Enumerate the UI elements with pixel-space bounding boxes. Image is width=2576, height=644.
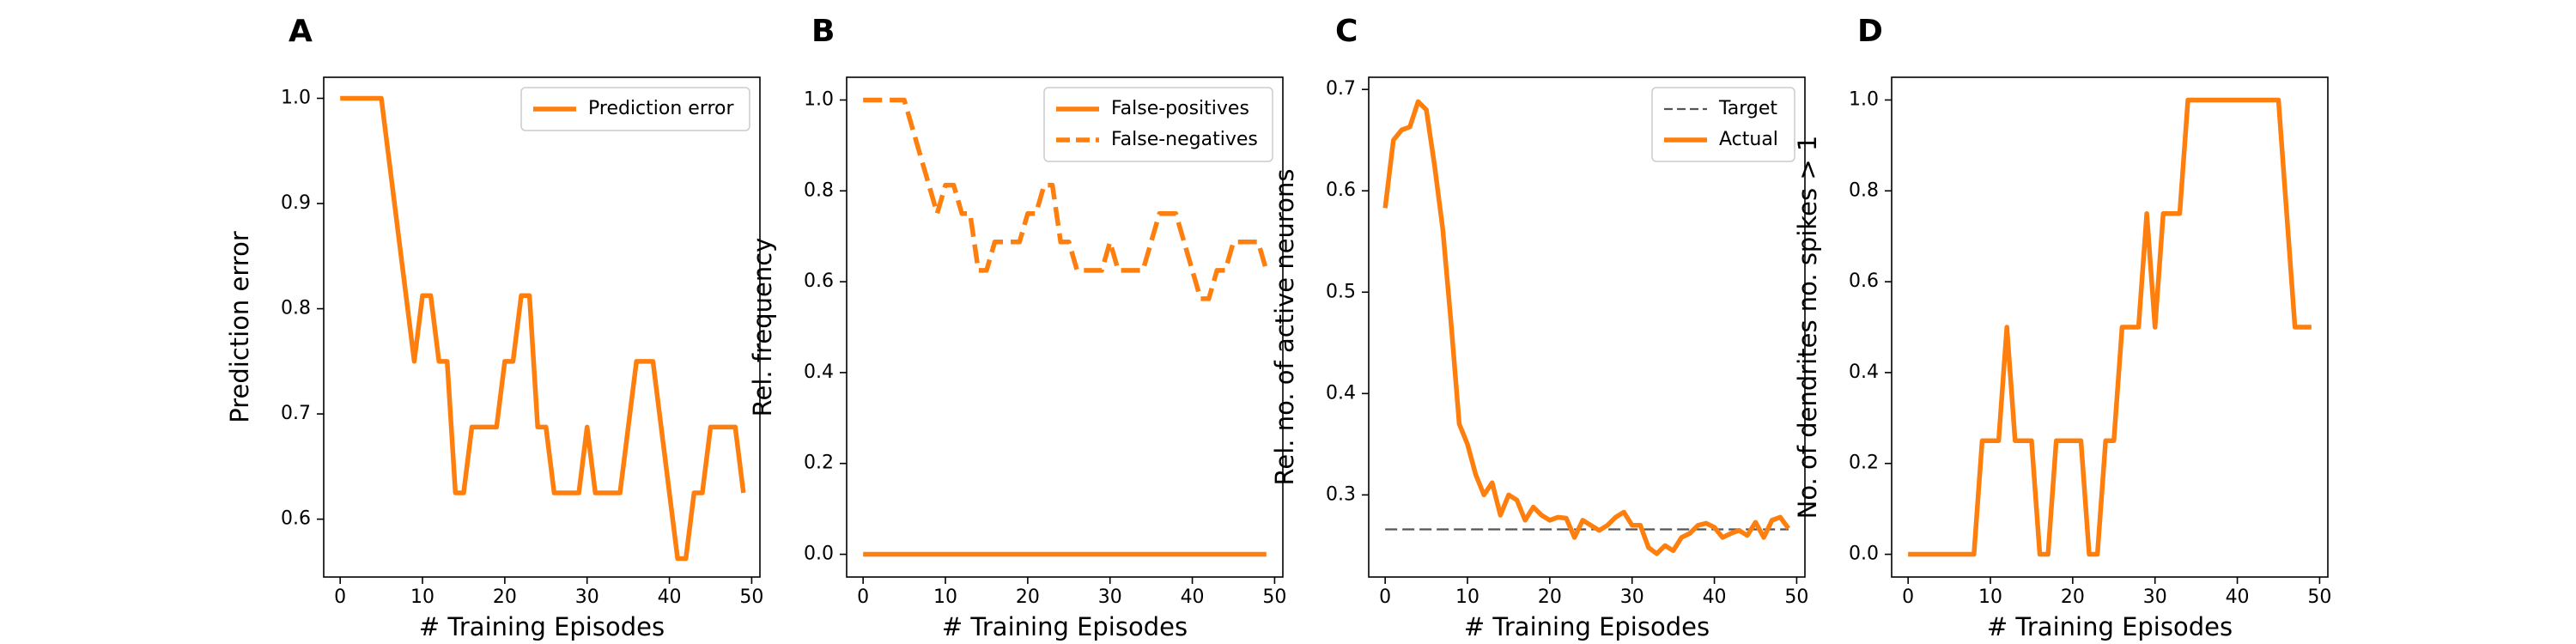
x-tick-label: 20: [493, 586, 517, 608]
y-tick-label: 0.5: [1326, 281, 1356, 302]
panel-c: C 0 10 20 30 40 50 0.3 0.4 0.5 0.6 0.7 # Training Ep…: [1270, 14, 1808, 641]
plot-frame: [323, 76, 761, 578]
y-tick-label: 0.3: [1326, 483, 1356, 505]
plot-frame: [1891, 76, 2329, 578]
y-tick-label: 0.4: [1326, 382, 1356, 404]
y-tick-label: 0.2: [1849, 453, 1879, 474]
x-tick-label: 50: [1262, 586, 1286, 608]
x-tick-label: 20: [2061, 586, 2085, 608]
x-tick-label: 10: [1455, 586, 1479, 608]
series-line-values: [1908, 97, 2312, 557]
y-tick-label: 0.9: [281, 192, 311, 214]
series-line-prediction-error: [340, 95, 746, 562]
y-axis-label: Rel. no. of active neurons: [1270, 169, 1299, 486]
y-tick-label: 0.6: [281, 508, 311, 530]
panel-d: D 0 10 20 30 40 50 0.0 0.2 0.4 0.6 0.8 1.0 # Training…: [1793, 14, 2331, 641]
x-tick-label: 0: [1902, 586, 1914, 608]
x-tick-label: 50: [2307, 586, 2331, 608]
y-tick-label: 0.8: [281, 298, 311, 319]
y-tick-label: 0.2: [804, 453, 834, 474]
x-axis-label: # Training Episodes: [942, 612, 1188, 641]
x-tick-label: 40: [2226, 586, 2250, 608]
y-axis-label: No. of dendrites no. spikes > 1: [1793, 136, 1822, 519]
x-tick-label: 30: [1620, 586, 1644, 608]
y-tick-label: 0.7: [281, 403, 311, 424]
panel-letter: B: [811, 14, 835, 49]
x-tick-label: 30: [575, 586, 599, 608]
y-tick-label: 0.0: [804, 544, 834, 565]
legend-label: False-negatives: [1111, 129, 1258, 150]
y-axis-label: Rel. frequency: [748, 238, 777, 417]
legend-label: Actual: [1719, 129, 1778, 150]
legend-box: [1651, 87, 1795, 162]
series-line-false-negatives: [863, 97, 1269, 301]
x-tick-label: 10: [410, 586, 434, 608]
y-tick-label: 0.0: [1849, 544, 1879, 565]
y-tick-label: 0.4: [1849, 361, 1879, 383]
x-axis-label: # Training Episodes: [1987, 612, 2233, 641]
x-tick-label: 10: [1978, 586, 2002, 608]
y-tick-label: 1.0: [281, 88, 311, 109]
y-tick-label: 0.6: [1326, 179, 1356, 201]
x-tick-label: 20: [1538, 586, 1562, 608]
legend-box: [1043, 87, 1273, 162]
legend-label: False-positives: [1111, 98, 1249, 119]
panel-a: A 0 10 20 30 40 50 0.6 0.7 0.8 0.9 1.0 # Training Ep…: [225, 14, 763, 641]
panel-letter: C: [1335, 14, 1358, 49]
x-tick-label: 0: [1379, 586, 1391, 608]
x-tick-label: 40: [1181, 586, 1205, 608]
legend-box: [520, 87, 750, 131]
x-tick-label: 30: [1098, 586, 1122, 608]
x-tick-label: 0: [334, 586, 346, 608]
legend-label: Prediction error: [588, 98, 734, 119]
y-tick-label: 0.4: [804, 361, 834, 383]
y-tick-label: 0.6: [1849, 270, 1879, 292]
y-tick-label: 1.0: [804, 88, 834, 110]
x-tick-label: 0: [857, 586, 869, 608]
x-tick-label: 40: [1703, 586, 1727, 608]
x-tick-label: 10: [933, 586, 957, 608]
y-tick-label: 0.7: [1326, 78, 1356, 100]
y-axis-label: Prediction error: [225, 231, 254, 423]
plot-frame: [846, 76, 1284, 578]
series-line-actual: [1382, 99, 1791, 556]
panel-letter: D: [1857, 14, 1883, 49]
x-axis-label: # Training Episodes: [419, 612, 665, 641]
legend: Prediction error: [520, 87, 750, 131]
x-axis-label: # Training Episodes: [1464, 612, 1710, 641]
x-tick-label: 40: [658, 586, 682, 608]
y-tick-label: 0.8: [804, 179, 834, 201]
panel-b: B 0 10 20 30 40 50 0.0 0.2 0.4 0.6 0.8 1.0 # Training…: [748, 14, 1286, 641]
y-tick-label: 0.6: [804, 270, 834, 292]
x-tick-label: 20: [1016, 586, 1040, 608]
legend-label: Target: [1718, 98, 1777, 119]
y-tick-label: 0.8: [1849, 179, 1879, 201]
legend: Target Actual: [1651, 87, 1795, 162]
y-tick-label: 1.0: [1849, 88, 1879, 110]
legend: False-positives False-negatives: [1043, 87, 1273, 162]
x-tick-label: 50: [1784, 586, 1808, 608]
x-tick-label: 50: [739, 586, 763, 608]
plot-frame: [1368, 76, 1806, 578]
x-tick-label: 30: [2143, 586, 2167, 608]
panel-letter: A: [289, 14, 313, 49]
